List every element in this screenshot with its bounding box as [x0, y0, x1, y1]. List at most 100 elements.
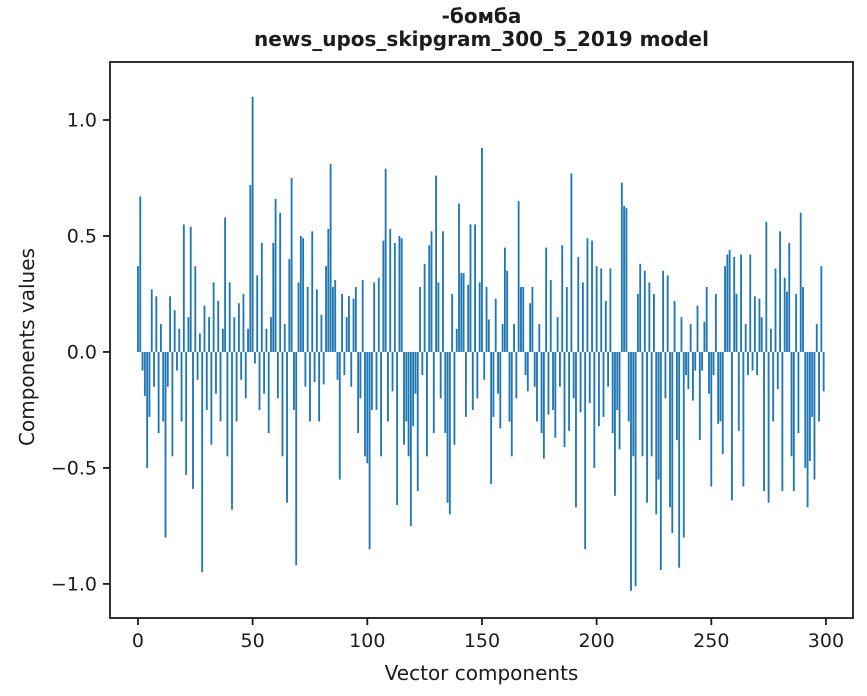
bar [203, 305, 206, 352]
bar [304, 351, 307, 387]
bar [735, 293, 738, 352]
bar [389, 229, 392, 352]
bar [749, 254, 752, 352]
bar [162, 351, 165, 422]
bar [270, 317, 272, 352]
bar [712, 351, 715, 376]
bar [382, 240, 385, 352]
bar [586, 238, 589, 352]
bar [701, 351, 704, 371]
bar [357, 351, 360, 434]
bar [579, 351, 582, 413]
bar [451, 293, 454, 352]
bar [513, 324, 515, 352]
bar [760, 317, 763, 352]
bar [432, 351, 435, 434]
bar [600, 268, 603, 352]
y-tick-label: −1.0 [51, 573, 97, 595]
bar [510, 351, 513, 457]
bar [581, 282, 584, 352]
bar [790, 351, 793, 457]
bar [797, 351, 800, 434]
bar [756, 351, 759, 376]
bar [354, 287, 357, 352]
bar [724, 266, 726, 352]
bar [650, 351, 653, 457]
x-tick-label: 200 [578, 630, 614, 652]
bar [329, 164, 332, 352]
bar [396, 351, 399, 506]
x-axis-label: Vector components [384, 661, 579, 685]
bar [442, 231, 444, 352]
bar [361, 280, 364, 352]
bar [476, 351, 479, 399]
x-tick-label: 0 [132, 630, 144, 652]
bar [201, 351, 204, 573]
bar [185, 351, 188, 475]
bar [588, 351, 591, 403]
bar [630, 351, 632, 591]
bar [614, 351, 616, 496]
bar [710, 351, 713, 487]
bar [522, 287, 525, 352]
bar [620, 182, 623, 352]
bar [260, 242, 263, 352]
bar [641, 351, 644, 457]
bar [341, 293, 343, 352]
bar [439, 351, 442, 399]
y-tick-label: 0.5 [67, 225, 97, 247]
bar [398, 235, 401, 352]
bar [263, 351, 266, 394]
bar [254, 351, 256, 364]
bar [421, 351, 424, 376]
bar [189, 226, 192, 352]
bar [176, 351, 178, 371]
bar [219, 351, 222, 422]
bar [281, 351, 284, 457]
bar [744, 324, 747, 352]
bar [210, 351, 213, 445]
x-tick-label: 300 [808, 630, 844, 652]
bar [584, 351, 587, 550]
bar [368, 351, 371, 550]
bar [276, 351, 279, 399]
bar [772, 351, 775, 422]
bar [288, 259, 291, 352]
bar [524, 351, 527, 376]
x-tick-label: 250 [693, 630, 729, 652]
bar [311, 231, 314, 352]
bar [556, 317, 559, 352]
bar [572, 351, 575, 399]
bar [348, 296, 350, 352]
bar [297, 282, 300, 352]
bar [375, 351, 378, 410]
bar [153, 351, 155, 387]
bar [781, 351, 784, 492]
bar [471, 351, 474, 410]
bar [726, 254, 729, 352]
bar [435, 175, 438, 352]
bar [728, 249, 731, 352]
bar [444, 351, 447, 434]
bar [570, 173, 573, 352]
bar [244, 351, 247, 399]
bar [708, 351, 710, 394]
bar [591, 240, 593, 352]
bar [540, 351, 543, 434]
bar [648, 282, 651, 352]
bar [309, 351, 311, 422]
bar [685, 351, 687, 376]
bar [542, 351, 545, 459]
bar [194, 266, 197, 352]
bar [279, 212, 282, 352]
bar [453, 351, 456, 445]
chart-title: -бомба news_upos_skipgram_300_5_2019 mod… [110, 5, 853, 51]
bar [813, 351, 816, 480]
y-tick-label: 1.0 [67, 109, 97, 131]
bar [669, 351, 671, 508]
bar [820, 266, 823, 352]
bar [391, 351, 394, 392]
bar [483, 351, 486, 380]
bar [503, 247, 506, 352]
bar [320, 314, 323, 352]
